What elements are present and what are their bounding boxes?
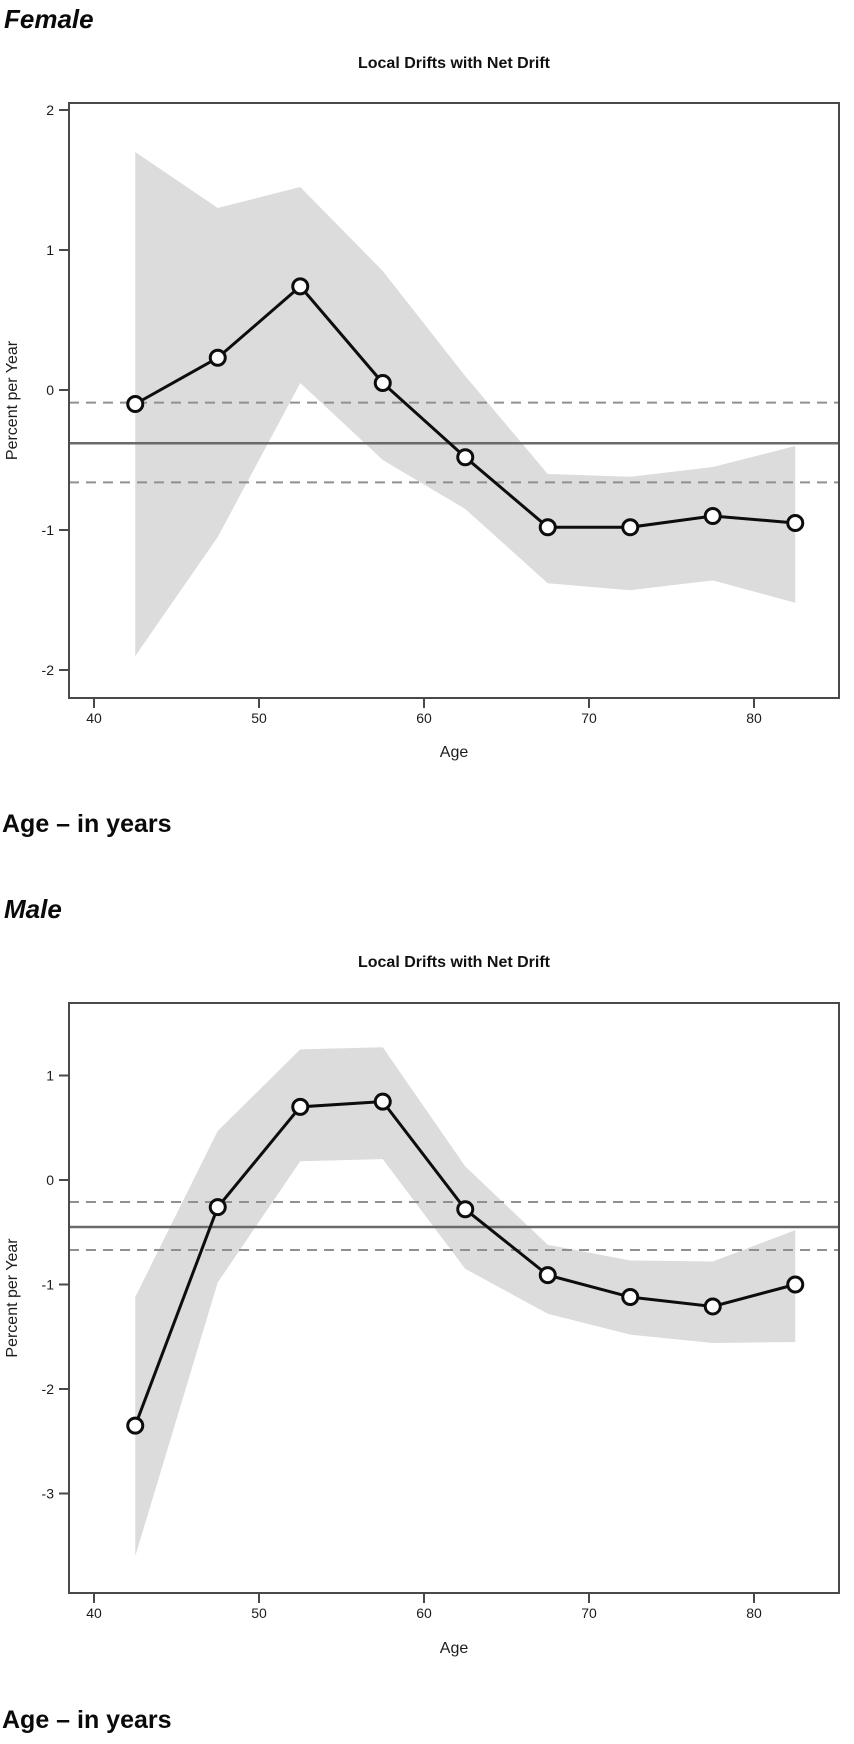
male-chart-figure: 1 0 -1 -2 -3 40 50 60 70 80 Local Drifts with Net …: [0, 930, 854, 1660]
data-point-markers: [126, 277, 805, 537]
data-point-marker: [126, 395, 145, 413]
data-point-marker: [291, 1097, 310, 1116]
y-tick-label: -1: [42, 522, 55, 538]
x-axis: 40 50 60 70 80: [86, 1593, 762, 1621]
data-point-marker: [208, 348, 227, 367]
data-point-marker: [538, 1266, 557, 1285]
x-tick-label: 50: [251, 1605, 267, 1621]
female-local-drift-chart: 2 1 0 -1 -2 40 50 60 70 80 Local Drifts with Net D…: [4, 55, 840, 761]
y-tick-label: 2: [46, 102, 54, 118]
y-tick-label: 0: [46, 1172, 54, 1188]
y-axis-title: Percent per Year: [4, 340, 21, 460]
y-tick-label: -1: [42, 1277, 55, 1293]
x-tick-label: 60: [416, 710, 432, 726]
data-point-marker: [456, 1200, 475, 1219]
y-tick-label: -2: [42, 1381, 55, 1397]
plot-border: [68, 1002, 840, 1594]
data-point-marker: [208, 1198, 227, 1217]
data-point-marker: [126, 1416, 145, 1435]
confidence-band: [135, 1047, 796, 1557]
y-tick-label: 0: [46, 382, 54, 398]
male-axis-caption: Age – in years: [2, 1706, 172, 1734]
female-chart-figure: 2 1 0 -1 -2 40 50 60 70 80 Local Drifts with Net D…: [0, 45, 854, 763]
data-point-marker: [621, 518, 640, 537]
x-tick-label: 80: [746, 710, 762, 726]
x-tick-label: 60: [416, 1605, 432, 1621]
male-local-drift-chart: 1 0 -1 -2 -3 40 50 60 70 80 Local Drifts with Net …: [4, 954, 840, 1657]
y-tick-label: 1: [46, 1068, 54, 1084]
data-point-marker: [703, 1297, 722, 1316]
x-tick-label: 70: [581, 710, 597, 726]
net-drift-lines: [69, 401, 839, 484]
chart-title: Local Drifts with Net Drift: [358, 55, 551, 72]
data-point-markers: [126, 1092, 805, 1435]
x-tick-label: 70: [581, 1605, 597, 1621]
x-axis: 40 50 60 70 80: [86, 698, 762, 726]
x-tick-label: 40: [86, 710, 102, 726]
confidence-band: [135, 152, 796, 656]
y-tick-label: -3: [42, 1486, 55, 1502]
data-point-marker: [786, 514, 805, 532]
data-point-marker: [703, 507, 722, 525]
x-axis-title: Age: [440, 744, 469, 761]
female-section-heading: Female: [4, 4, 94, 34]
male-section-heading: Male: [4, 894, 62, 924]
data-point-marker: [373, 374, 392, 392]
data-point-marker: [786, 1275, 805, 1294]
y-axis: 1 0 -1 -2 -3: [42, 1068, 69, 1502]
y-axis: 2 1 0 -1 -2: [42, 102, 69, 678]
y-tick-label: -2: [42, 662, 55, 678]
x-tick-label: 80: [746, 1605, 762, 1621]
y-axis-title: Percent per Year: [4, 1238, 21, 1358]
data-point-marker: [538, 518, 557, 537]
data-point-marker: [456, 448, 475, 467]
y-tick-label: 1: [46, 242, 54, 258]
data-point-marker: [621, 1288, 640, 1307]
data-point-marker: [291, 277, 310, 296]
x-tick-label: 40: [86, 1605, 102, 1621]
x-tick-label: 50: [251, 710, 267, 726]
data-point-marker: [373, 1092, 392, 1111]
net-drift-lines: [69, 1200, 839, 1252]
female-axis-caption: Age – in years: [2, 810, 172, 838]
plot-border: [68, 102, 840, 699]
chart-title: Local Drifts with Net Drift: [358, 954, 551, 971]
x-axis-title: Age: [440, 1640, 469, 1657]
